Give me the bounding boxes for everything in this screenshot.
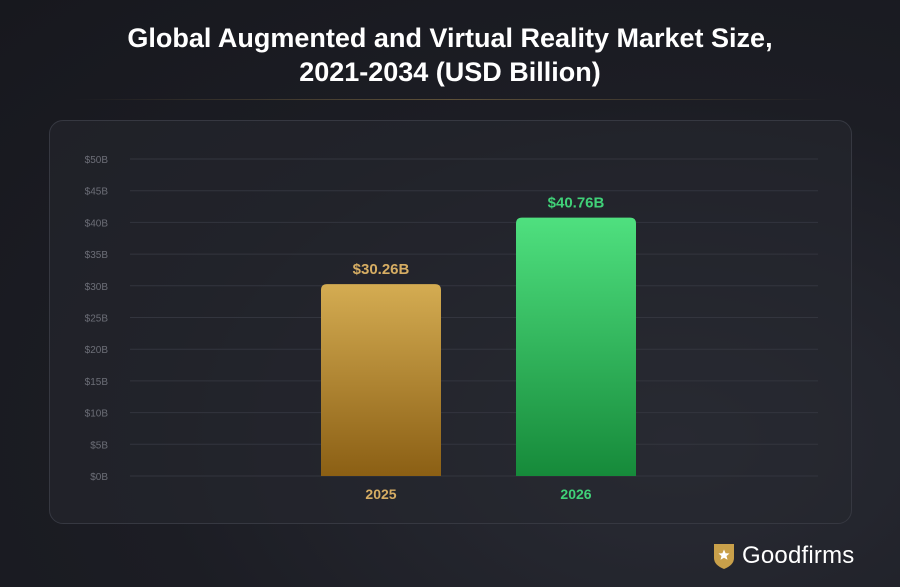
y-tick-label: $15B xyxy=(85,377,109,388)
x-axis-ticks: 2025 2026 xyxy=(365,486,591,502)
goodfirms-logo: Goodfirms xyxy=(712,540,862,572)
y-tick-label: $0B xyxy=(90,472,108,483)
shield-star-icon xyxy=(714,544,734,569)
chart-panel xyxy=(49,120,852,524)
y-tick-label: $45B xyxy=(85,187,109,198)
y-tick-label: $20B xyxy=(85,345,109,356)
y-tick-label: $35B xyxy=(85,250,109,261)
y-axis-ticks: $0B $5B $10B $15B $20B $25B $30B $35B $40B $45B $5… xyxy=(85,155,109,483)
y-tick-label: $25B xyxy=(85,314,109,325)
bars xyxy=(321,217,636,476)
chart-title-line-2: 2021-2034 (USD Billion) xyxy=(299,57,601,87)
x-tick-label-2025: 2025 xyxy=(365,486,396,502)
chart-title-line-1: Global Augmented and Virtual Reality Mar… xyxy=(127,23,773,53)
y-tick-label: $40B xyxy=(85,218,109,229)
bar-2026 xyxy=(516,217,636,476)
bar-2025 xyxy=(321,284,441,476)
y-tick-label: $5B xyxy=(90,440,108,451)
data-label-2025: $30.26B xyxy=(353,261,410,278)
brand-name: Goodfirms xyxy=(742,542,855,569)
x-tick-label-2026: 2026 xyxy=(560,486,591,502)
gridlines xyxy=(130,158,818,477)
title-divider xyxy=(70,99,830,100)
data-labels: $30.26B $40.76B xyxy=(353,195,605,279)
data-label-2026: $40.76B xyxy=(548,195,605,212)
y-tick-label: $50B xyxy=(85,155,109,166)
y-tick-label: $10B xyxy=(85,409,109,420)
y-tick-label: $30B xyxy=(85,282,109,293)
